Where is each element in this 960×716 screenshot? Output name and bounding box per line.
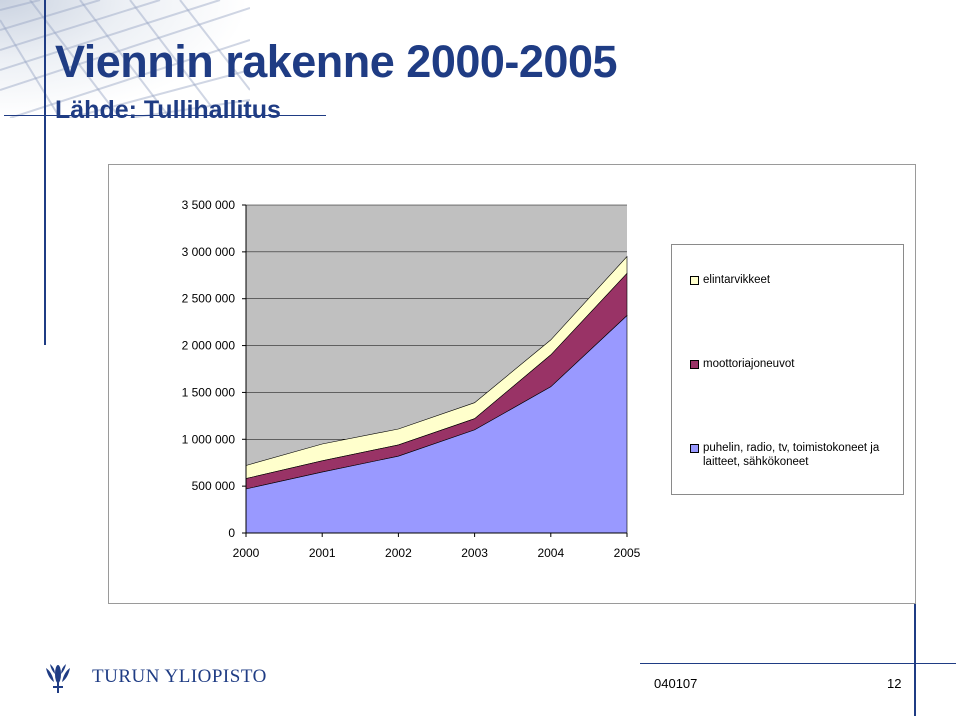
legend-label-elintarvikkeet: elintarvikkeet <box>703 274 771 286</box>
legend-item-puhelin: puhelin, radio, tv, toimistokoneet ja la… <box>690 441 895 469</box>
university-logo: TURUN YLIOPISTO <box>44 660 267 694</box>
legend-swatch-moottoriajoneuvot <box>690 360 699 369</box>
footer-code: 040107 <box>654 676 698 691</box>
university-emblem-icon <box>46 664 70 693</box>
footer-rule-vertical <box>914 604 916 716</box>
slide-title: Viennin rakenne 2000-2005 <box>55 36 618 87</box>
university-name: TURUN YLIOPISTO <box>92 666 267 687</box>
chart-legend: elintarvikkeet moottoriajoneuvot puhelin… <box>671 244 904 495</box>
legend-swatch-elintarvikkeet <box>690 276 699 285</box>
slide-subtitle: Lähde: Tullihallitus <box>55 96 281 124</box>
page-number: 12 <box>887 676 902 691</box>
legend-label-puhelin: puhelin, radio, tv, toimistokoneet ja la… <box>703 442 880 468</box>
title-rule-vertical <box>44 0 46 345</box>
legend-item-moottoriajoneuvot: moottoriajoneuvot <box>690 357 895 371</box>
legend-swatch-puhelin <box>690 444 699 453</box>
footer-rule-horizontal <box>640 663 956 664</box>
legend-item-elintarvikkeet: elintarvikkeet <box>690 273 895 287</box>
corner-decoration <box>0 0 250 118</box>
legend-label-moottoriajoneuvot: moottoriajoneuvot <box>703 358 795 370</box>
title-rule-horizontal <box>4 115 326 116</box>
